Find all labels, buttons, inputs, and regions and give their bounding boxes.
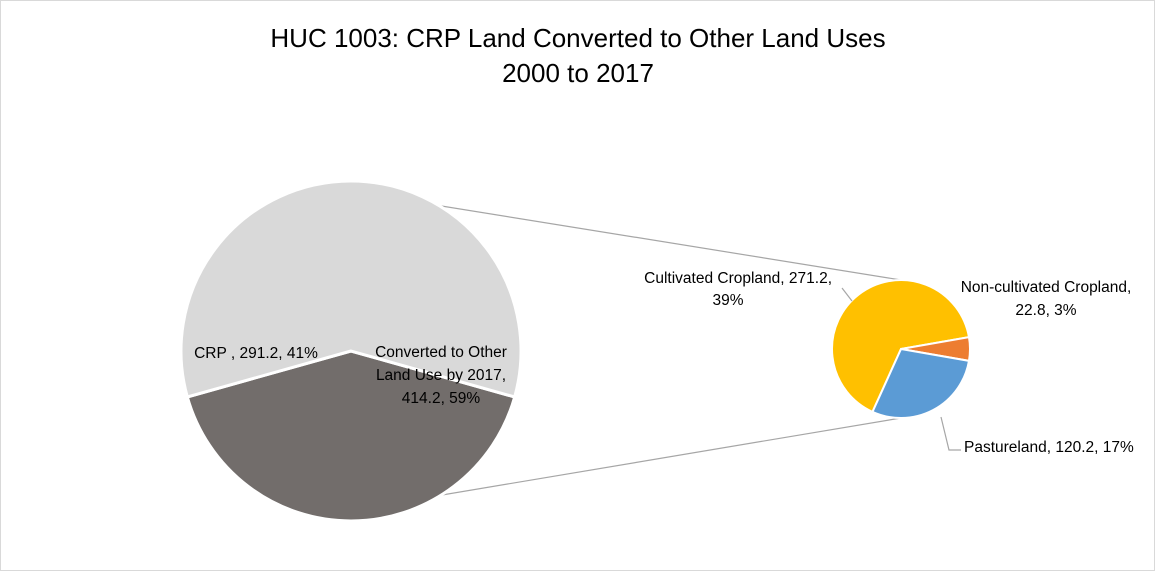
label-crp-line-1: CRP , 291.2, 41% — [194, 345, 318, 362]
chart-title-line-2: 2000 to 2017 — [502, 58, 654, 88]
label-cultivated-cropland-line-2: 39% — [712, 292, 743, 309]
data-labels: CRP , 291.2, 41% Converted to Other Land U… — [194, 270, 1134, 456]
main-slice-converted-to-other-land-use-by-2017 — [179, 179, 523, 399]
secondary-pie — [831, 279, 971, 419]
chart-title-line-1: HUC 1003: CRP Land Converted to Other La… — [270, 23, 885, 53]
label-non-cultivated-cropland-line-2: 22.8, 3% — [1015, 302, 1076, 319]
main-pie — [179, 179, 523, 523]
leader-lines — [841, 287, 961, 451]
secondary-slice-pastureland — [871, 347, 971, 419]
secondary-slice-cultivated-cropland — [831, 279, 971, 414]
leader-line-cultivated-cropland — [841, 287, 853, 302]
leader-line-pastureland — [940, 416, 961, 451]
label-converted-line-1: Converted to Other — [375, 344, 507, 361]
label-non-cultivated-cropland-line-1: Non-cultivated Cropland, — [961, 279, 1132, 296]
main-slice-crp — [185, 349, 517, 523]
label-pastureland-line-1: Pastureland, 120.2, 17% — [964, 439, 1134, 456]
label-converted-line-3: 414.2, 59% — [402, 390, 481, 407]
label-cultivated-cropland-line-1: Cultivated Cropland, 271.2, — [644, 270, 832, 287]
label-converted-line-2: Land Use by 2017, — [376, 367, 506, 384]
